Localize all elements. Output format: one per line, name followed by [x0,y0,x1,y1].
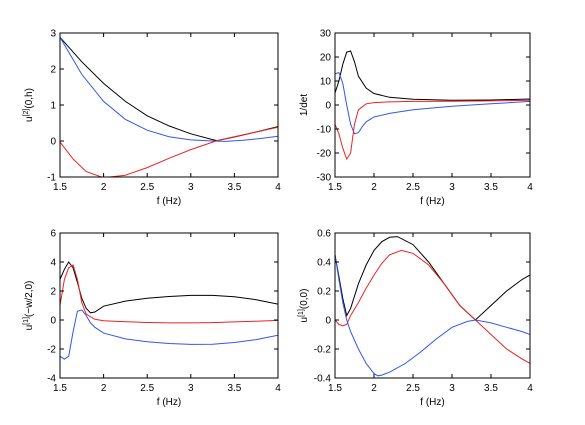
y-axis-label: u[2](0,h) [23,88,35,122]
subplot-2: 1.5 2 2.5 3 3.5 4 -30 -20 -10 0 10 20 30 f (Hz) 1/det [299,29,533,208]
y-tick-label: -1 [47,173,56,184]
y-tick-label: 10 [320,77,332,88]
y-tick-label: 0 [325,101,331,112]
axes-box [59,232,279,379]
y-axis-label-tail: (0,0) [299,289,310,310]
x-tick-label: 3 [188,182,194,193]
y-tick-label: -4 [47,374,56,385]
y-axis-label: u[1](0,0) [298,289,310,323]
subplot-3: 1.5 2 2.5 3 3.5 4 -4 -2 0 2 4 6 f (Hz) u[1](−w/2,0) [23,229,281,409]
y-tick-label: 0 [50,137,56,148]
subplot-1: 1.5 2 2.5 3 3.5 4 -1 0 1 2 3 f (Hz) u[2](0,h) [23,29,281,208]
series-line-2 [335,71,530,135]
y-axis-label: u[1](−w/2,0) [23,281,35,331]
x-tick-label: 3 [449,383,455,394]
x-tick-label: 4 [275,383,281,394]
y-tick-label: 0 [325,316,331,327]
x-axis-label: f (Hz) [157,397,181,408]
x-axis-label: f (Hz) [420,196,444,207]
series-line-3 [60,126,278,177]
x-tick-label: 1.5 [328,383,342,394]
subplot-4: 1.5 2 2.5 3 3.5 4 -0.4 -0.2 0 0.2 0.4 0.6 f (Hz) u[1]… [298,229,533,409]
x-tick-label: 3.5 [227,182,241,193]
y-tick-label: 0.6 [317,229,331,240]
series-line-3 [335,99,530,161]
series-line-1 [335,236,530,321]
series-line-2 [60,309,278,360]
x-tick-label: 2 [101,383,107,394]
y-axis-label-superscript: [1] [298,309,305,317]
x-tick-label: 3.5 [484,383,498,394]
series-line-3 [335,254,530,377]
y-axis-label-main: 1/det [299,94,310,116]
series-line-2 [60,37,278,142]
x-tick-label: 2.5 [140,182,154,193]
y-axis-label-tail: (−w/2,0) [24,281,35,317]
y-axis-label-main: u [24,116,35,122]
y-axis-label-main: u [299,317,310,323]
x-tick-label: 3 [188,383,194,394]
y-tick-label: -2 [47,345,56,356]
y-tick-label: 0.4 [317,258,331,269]
x-tick-label: 2 [371,182,377,193]
y-axis-label-main: u [24,325,35,331]
y-axis-label-superscript: [2] [23,109,30,117]
y-tick-label: 0 [50,316,56,327]
x-tick-label: 3.5 [227,383,241,394]
y-tick-label: 6 [50,229,56,240]
series-line-3 [60,264,278,324]
x-tick-label: 4 [527,383,533,394]
x-tick-label: 4 [527,182,533,193]
x-tick-label: 2 [101,182,107,193]
axes-box [334,232,531,379]
y-tick-label: 4 [50,258,56,269]
x-tick-label: 2.5 [406,383,420,394]
series-line-1 [60,261,278,314]
x-tick-label: 3.5 [484,182,498,193]
y-tick-label: -0.2 [314,345,332,356]
x-tick-label: 4 [275,182,281,193]
y-tick-label: 3 [50,29,56,40]
x-tick-label: 2.5 [406,182,420,193]
x-axis-label: f (Hz) [420,397,444,408]
y-tick-label: -10 [317,125,332,136]
y-tick-label: 2 [50,287,56,298]
x-tick-label: 1.5 [328,182,342,193]
y-tick-label: 30 [320,29,332,40]
x-tick-label: 1.5 [53,383,67,394]
x-tick-label: 3 [449,182,455,193]
y-tick-label: 0.2 [317,287,331,298]
x-axis-label: f (Hz) [157,196,181,207]
y-axis-label-tail: (0,h) [24,88,35,109]
x-tick-label: 1.5 [53,182,67,193]
y-tick-label: -30 [317,173,332,184]
x-tick-label: 2.5 [140,383,154,394]
y-tick-label: -0.4 [314,374,332,385]
y-tick-label: 2 [50,65,56,76]
y-axis-label-superscript: [1] [23,317,30,325]
y-tick-label: -20 [317,149,332,160]
axes-box [59,32,279,178]
series-line-1 [335,50,530,101]
y-axis-label: 1/det [299,94,310,116]
x-tick-label: 2 [371,383,377,394]
series-line-1 [60,36,278,142]
y-tick-label: 1 [50,101,56,112]
y-tick-label: 20 [320,53,332,64]
